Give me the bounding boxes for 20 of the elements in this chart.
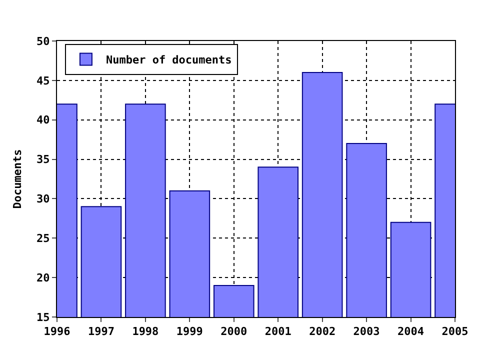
x-tick-label: 1998 xyxy=(132,325,159,338)
x-tick-label: 1997 xyxy=(88,325,114,338)
y-tick-label: 35 xyxy=(36,153,50,166)
x-tick-label: 2003 xyxy=(353,325,380,338)
y-tick-label: 45 xyxy=(36,74,50,88)
y-tick-label: 40 xyxy=(36,114,50,127)
y-axis-title: Documents xyxy=(11,149,24,209)
y-tick-label: 50 xyxy=(36,34,50,48)
x-tick-label: 1999 xyxy=(176,325,203,338)
x-tick-label: 2004 xyxy=(398,325,424,338)
x-tick-label: 2000 xyxy=(220,325,248,338)
x-tick-label: 2001 xyxy=(264,325,292,338)
y-tick-label: 25 xyxy=(36,232,50,245)
y-tick-label: 30 xyxy=(36,192,50,206)
x-tick-label: 1996 xyxy=(44,325,71,338)
legend-label: Number of documents xyxy=(106,54,232,67)
y-tick-label: 15 xyxy=(36,310,50,324)
y-tick-label: 20 xyxy=(36,271,50,284)
x-tick-label: 2005 xyxy=(442,325,468,338)
x-tick-label: 2002 xyxy=(309,325,336,338)
